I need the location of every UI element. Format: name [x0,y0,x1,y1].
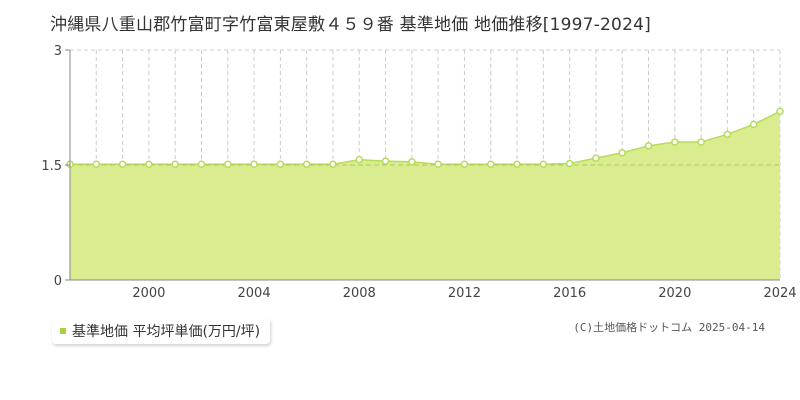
y-tick-label: 1.5 [41,159,62,174]
data-point [618,148,626,157]
x-tick-label: 2024 [763,286,796,301]
y-tick-label: 3 [54,44,62,59]
credit-text: (C)土地価格ドットコム 2025-04-14 [573,321,765,334]
data-point [539,160,548,168]
data-point [671,138,679,146]
x-tick-label: 2004 [238,286,271,301]
area-fill [70,111,780,280]
data-point [145,160,153,168]
data-point [565,159,574,168]
data-point [460,160,469,168]
legend-swatch [60,328,66,334]
data-point [592,154,600,162]
data-point [92,160,101,168]
data-point [224,160,232,168]
x-tick-label: 2016 [553,286,586,301]
data-point [408,158,416,166]
data-point [355,155,364,164]
data-point [697,138,705,146]
data-point [486,160,495,168]
data-point [644,142,653,150]
data-point [197,160,206,168]
data-point [276,160,285,168]
chart-title: 沖縄県八重山郡竹富町字竹富東屋敷４５９番 基準地価 地価推移[1997-2024… [50,15,651,35]
series-line [70,110,781,165]
legend-label: 基準地価 平均坪単価(万円/坪) [72,324,261,340]
data-point [302,160,311,168]
x-tick-label: 2008 [343,286,376,301]
data-point [250,160,258,168]
x-tick-label: 2012 [448,286,481,301]
data-point [381,157,390,165]
data-point [749,120,758,129]
data-point [171,160,179,168]
y-tick-label: 0 [54,274,62,289]
marker-layer [66,107,784,168]
data-point [118,160,127,168]
x-tick-label: 2000 [132,286,165,301]
x-tick-label: 2020 [658,286,691,301]
data-point [513,160,521,168]
data-point [776,107,784,116]
legend: 基準地価 平均坪単価(万円/坪) [52,318,271,344]
data-point [329,160,337,168]
axis-layer: 0 1.5 3 2000 2004 2008 2012 2016 2020 2024 [41,44,796,301]
data-point [434,160,442,168]
data-point [723,130,732,139]
